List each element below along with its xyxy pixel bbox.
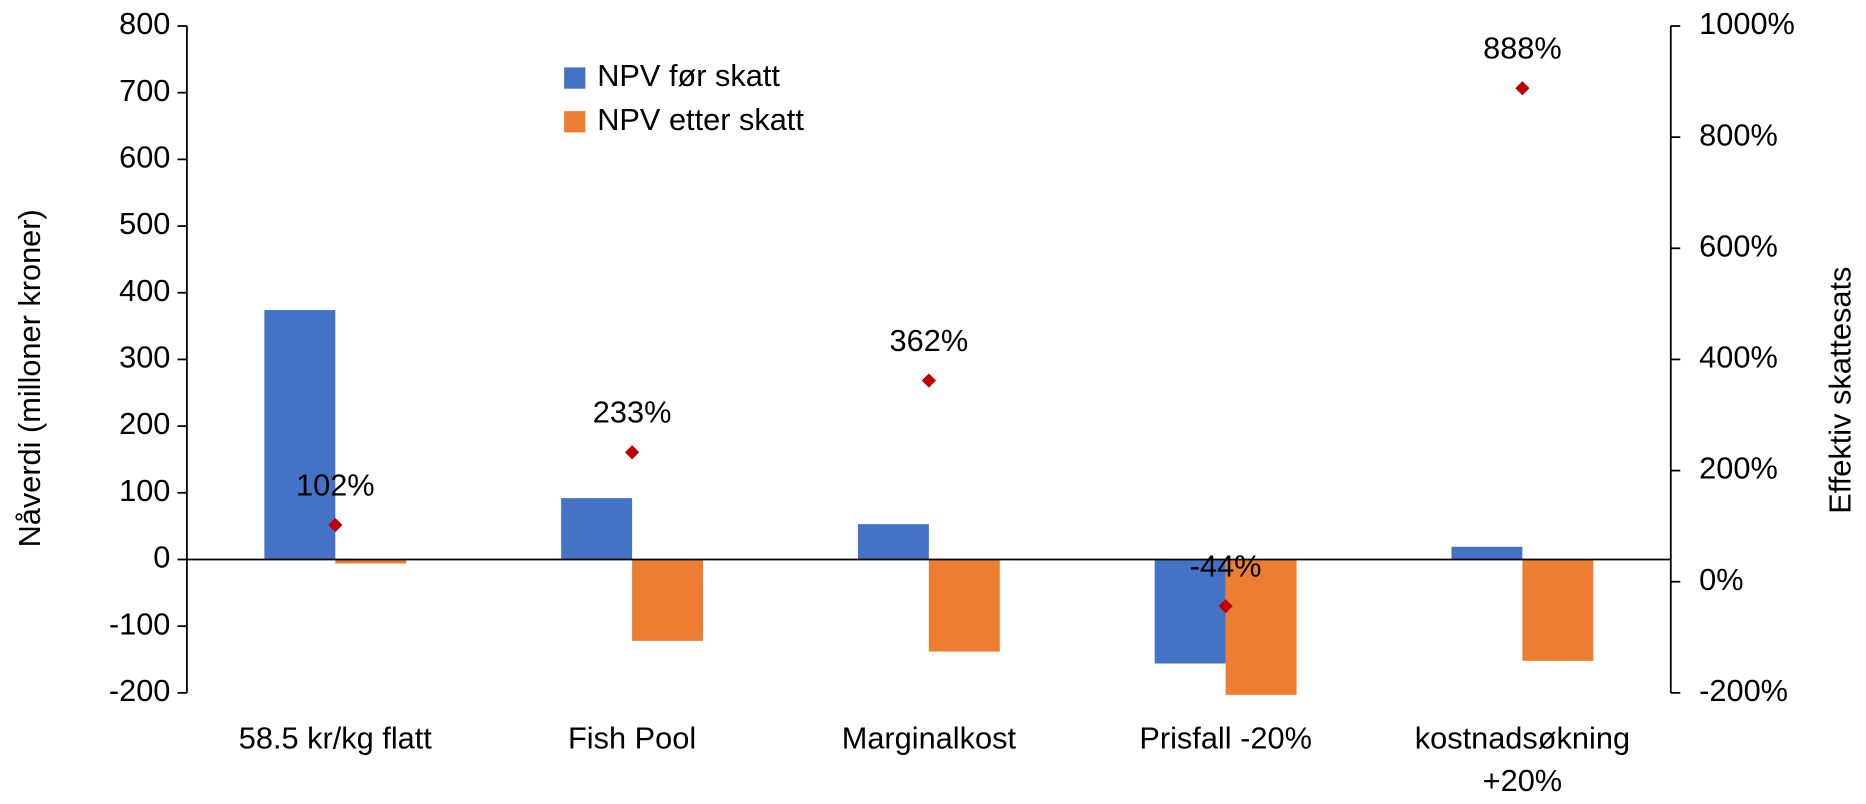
marker	[921, 373, 936, 388]
y2-tick-label: 200%	[1699, 451, 1778, 486]
x-tick-label: Fish Pool	[568, 720, 697, 756]
data-label: 888%	[1483, 31, 1562, 66]
bar	[561, 498, 633, 560]
legend-swatch	[564, 111, 586, 133]
y2-tick-label: 400%	[1699, 340, 1778, 375]
legend-label: NPV etter skatt	[597, 102, 804, 137]
y2-axis-label: Effektiv skattesats	[1822, 267, 1857, 514]
y-tick-label: -200	[109, 673, 171, 708]
x-label-box: Prisfall -20%	[1139, 720, 1312, 756]
y-tick-label: 200	[119, 406, 170, 441]
x-tick-label: Marginalkost	[841, 720, 1017, 756]
x-tick-label: 58.5 kr/kg flatt	[238, 720, 432, 756]
x-label-box: Marginalkost	[841, 720, 1017, 756]
y-tick-label: 500	[119, 206, 170, 241]
data-label: 233%	[593, 395, 672, 430]
x-label-box: kostnadsøkning +20%	[1414, 720, 1631, 799]
marker	[1515, 81, 1530, 96]
y-tick-label: 0	[153, 540, 170, 575]
bar	[1154, 559, 1226, 664]
y2-tick-label: 1000%	[1699, 6, 1795, 41]
y2-tick-label: 0%	[1699, 562, 1743, 597]
y2-tick-label: 600%	[1699, 228, 1778, 263]
bar	[928, 559, 1000, 652]
y-tick-label: 300	[119, 340, 170, 375]
y-tick-label: 100	[119, 473, 170, 508]
legend-label: NPV før skatt	[597, 58, 780, 93]
bar	[335, 559, 407, 564]
marker	[624, 445, 640, 460]
y2-tick-label: 800%	[1699, 117, 1778, 152]
marker	[328, 517, 343, 533]
x-tick-label: Prisfall -20%	[1139, 720, 1312, 756]
legend-swatch	[564, 67, 586, 89]
x-tick-label: kostnadsøkning +20%	[1414, 720, 1631, 799]
bar	[857, 524, 929, 560]
y-axis-label: Nåverdi (milloner kroner)	[12, 209, 47, 547]
y-tick-label: -100	[109, 606, 171, 641]
data-label: 102%	[296, 467, 375, 502]
data-label: 362%	[890, 323, 969, 358]
bar	[1522, 559, 1594, 661]
bar	[1225, 559, 1297, 695]
y-tick-label: 800	[119, 6, 170, 41]
y-tick-label: 400	[119, 273, 170, 308]
y2-tick-label: -200%	[1699, 673, 1788, 708]
bar	[632, 559, 704, 641]
y-tick-label: 600	[119, 140, 170, 175]
bar	[1451, 546, 1523, 560]
x-label-box: 58.5 kr/kg flatt	[238, 720, 432, 756]
data-label: -44%	[1190, 548, 1262, 583]
bar	[264, 310, 336, 560]
x-label-box: Fish Pool	[568, 720, 697, 756]
y-tick-label: 700	[119, 73, 170, 108]
